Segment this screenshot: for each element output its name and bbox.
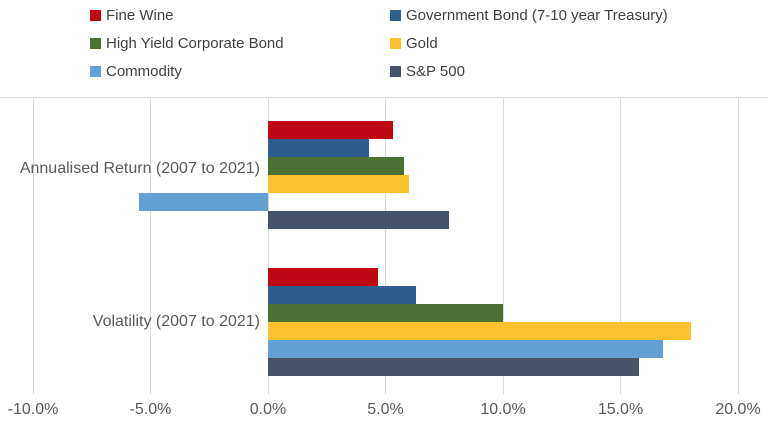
bar-fine-wine-annualised-return-2007-to-2021 — [268, 121, 393, 139]
bar-commodity-annualised-return-2007-to-2021 — [138, 193, 268, 211]
gridline — [32, 97, 34, 394]
bar-commodity-volatility-2007-to-2021 — [268, 340, 663, 358]
x-axis-tick-label: -5.0% — [129, 401, 172, 418]
legend-label: S&P 500 — [406, 62, 465, 80]
bar-high-yield-corporate-bond-volatility-2007-to-2021 — [268, 304, 503, 322]
legend-swatch-icon — [390, 65, 401, 77]
x-axis-tick-label: -10.0% — [7, 401, 59, 418]
legend-label: Gold — [406, 34, 438, 52]
legend-swatch-icon — [90, 65, 101, 77]
bar-s-p-500-volatility-2007-to-2021 — [268, 358, 640, 376]
gridline — [620, 97, 621, 394]
legend-swatch-icon — [390, 37, 401, 49]
bar-fine-wine-volatility-2007-to-2021 — [268, 268, 379, 286]
legend-swatch-icon — [90, 9, 101, 21]
plot-top-border — [0, 97, 768, 98]
x-axis-tick-label: 5.0% — [367, 401, 404, 418]
x-axis-tick-label: 10.0% — [480, 401, 526, 418]
gridline — [385, 97, 386, 394]
category-label-annualised-return-2007-to-2021: Annualised Return (2007 to 2021) — [19, 160, 260, 177]
legend-label: Fine Wine — [106, 6, 174, 24]
legend-item-government-bond-7-10-year-treasury: Government Bond (7-10 year Treasury) — [390, 6, 668, 24]
gridline — [150, 97, 151, 394]
bar-gold-volatility-2007-to-2021 — [268, 322, 691, 340]
bar-gold-annualised-return-2007-to-2021 — [268, 175, 409, 193]
legend: Fine Wine Government Bond (7-10 year Trea… — [90, 6, 668, 80]
category-label-volatility-2007-to-2021: Volatility (2007 to 2021) — [92, 313, 260, 330]
gridline — [737, 97, 739, 394]
bar-s-p-500-annualised-return-2007-to-2021 — [268, 211, 449, 229]
legend-label: Government Bond (7-10 year Treasury) — [406, 6, 668, 24]
gridline — [267, 97, 269, 394]
bar-high-yield-corporate-bond-annualised-return-2007-to-2021 — [268, 157, 405, 175]
x-axis-tick-label: 20.0% — [715, 401, 761, 418]
x-axis-tick-label: 0.0% — [249, 401, 287, 418]
legend-label: Commodity — [106, 62, 182, 80]
legend-swatch-icon — [90, 37, 101, 49]
x-axis-tick-label: 15.0% — [597, 401, 644, 418]
legend-item-fine-wine: Fine Wine — [90, 6, 390, 24]
legend-item-high-yield-corporate-bond: High Yield Corporate Bond — [90, 34, 390, 52]
gridline — [502, 97, 504, 394]
legend-item-s-p-500: S&P 500 — [390, 62, 668, 80]
legend-label: High Yield Corporate Bond — [106, 34, 284, 52]
bar-government-bond-7-10-year-treasury-annualised-return-2007-to-2021 — [268, 139, 370, 157]
legend-item-commodity: Commodity — [90, 62, 390, 80]
legend-swatch-icon — [390, 9, 401, 21]
legend-item-gold: Gold — [390, 34, 668, 52]
bar-government-bond-7-10-year-treasury-volatility-2007-to-2021 — [268, 286, 417, 304]
